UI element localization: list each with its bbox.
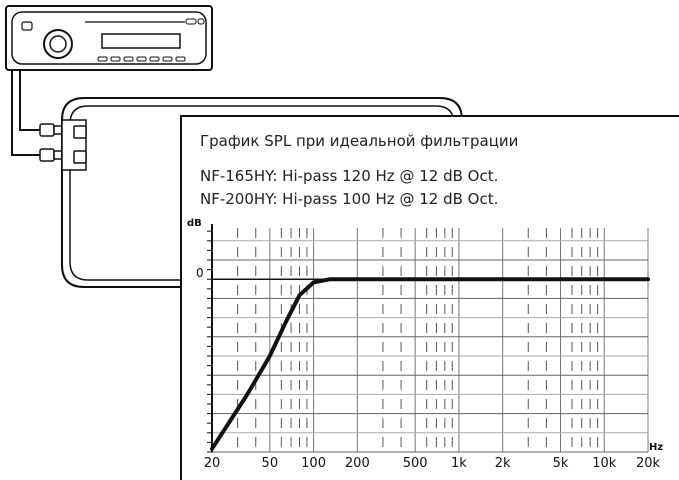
x-tick-label-50: 50: [261, 456, 279, 471]
x-tick-label-5k: 5k: [552, 456, 569, 471]
x-tick-label-500: 500: [402, 456, 428, 471]
chart-title: График SPL при идеальной фильтрации: [200, 132, 519, 150]
x-tick-label-20: 20: [203, 456, 221, 471]
spl-curve-0: [210, 277, 650, 451]
x-tick-label-1k: 1k: [451, 456, 467, 471]
subtitle-nf200hy: NF-200HY: Hi-pass 100 Hz @ 12 dB Oct.: [200, 190, 499, 208]
y-axis-label: dB: [187, 218, 202, 229]
x-tick-label-10k: 10k: [592, 456, 617, 471]
x-tick-label-20k: 20k: [635, 456, 661, 471]
car-radio-head-unit: [5, 5, 213, 71]
x-axis-label: Hz: [649, 442, 664, 453]
rca-cables: [11, 70, 40, 156]
y-tick-label-0: 0: [196, 266, 204, 280]
x-tick-label-2k: 2k: [494, 456, 511, 471]
x-tick-label-100: 100: [301, 456, 326, 471]
subtitle-nf165hy: NF-165HY: Hi-pass 120 Hz @ 12 dB Oct.: [200, 167, 499, 185]
chart-panel: [180, 115, 679, 480]
x-tick-label-200: 200: [344, 456, 370, 471]
